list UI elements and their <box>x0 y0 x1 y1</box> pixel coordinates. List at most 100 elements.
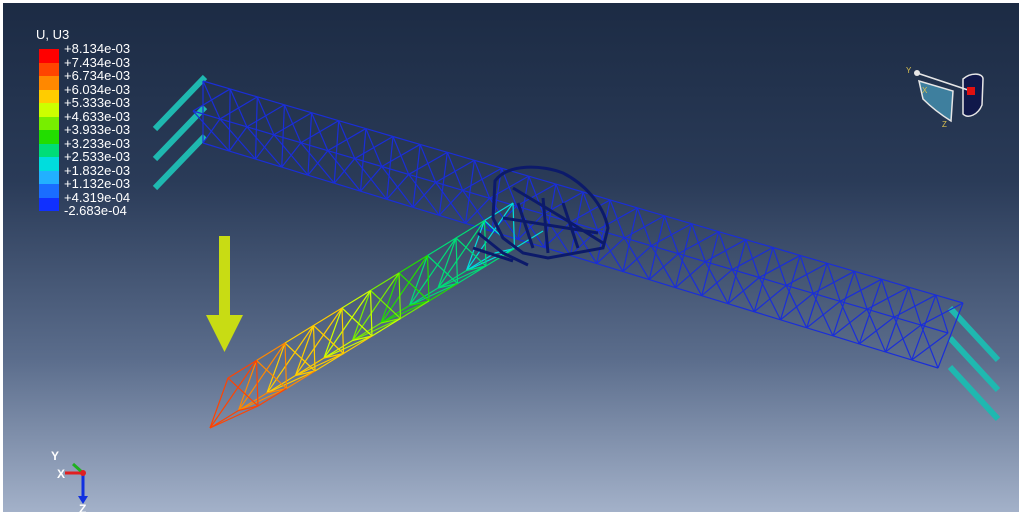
truss-member <box>266 325 314 394</box>
truss-member <box>677 253 703 296</box>
hub-base <box>472 231 529 267</box>
truss-member <box>359 128 367 192</box>
truss-member <box>266 342 286 394</box>
truss-member <box>758 254 801 279</box>
truss-member <box>437 265 487 289</box>
legend-color-bar <box>39 49 59 211</box>
truss-member <box>437 237 457 289</box>
truss-member <box>323 307 343 359</box>
truss-member <box>209 405 259 429</box>
legend-swatch <box>39 170 59 184</box>
triad-x-label: X <box>57 467 65 481</box>
truss-member <box>307 174 335 184</box>
truss-member <box>380 255 428 324</box>
legend-tick-label: +2.533e-03 <box>64 149 131 164</box>
truss-member <box>352 335 373 342</box>
truss-member <box>273 112 312 136</box>
main-truss <box>192 80 964 369</box>
view-cube[interactable]: Y X Z <box>905 63 995 133</box>
truss-member <box>238 387 287 412</box>
truss-member <box>323 352 344 359</box>
legend-labels: +8.134e-03 +7.434e-03 +6.734e-03 +6.034e-03… <box>64 42 130 218</box>
truss-member <box>341 289 371 309</box>
truss-member <box>219 118 248 128</box>
viewport[interactable]: U, U3 +8.134e-03 +7.434e-03 +6.734e-03 +6.0… <box>3 3 1019 512</box>
truss-member <box>772 246 801 257</box>
truss-member <box>512 202 516 249</box>
truss-member <box>832 335 860 345</box>
view-cube-x-label: X <box>922 86 928 95</box>
truss-member <box>371 317 401 337</box>
truss-member <box>192 110 230 152</box>
truss-member <box>256 342 286 362</box>
legend-swatch <box>39 197 59 211</box>
truss-member <box>494 247 515 254</box>
truss-member <box>701 295 729 305</box>
truss-member <box>727 239 747 304</box>
legend-tick-label: +3.233e-03 <box>64 135 131 151</box>
truss-member <box>192 110 221 120</box>
truss-member <box>246 126 275 136</box>
truss-member <box>202 142 230 152</box>
view-cube-side-face[interactable] <box>917 79 954 123</box>
truss-member <box>489 175 530 199</box>
truss-member <box>381 166 414 208</box>
boundary-condition-right <box>947 305 1001 422</box>
truss-member <box>192 88 231 112</box>
truss-member <box>466 265 487 272</box>
deformed-arm-truss <box>209 202 544 429</box>
truss-member <box>219 96 258 120</box>
truss-member <box>294 325 315 376</box>
truss-member <box>311 112 339 122</box>
truss-member <box>219 118 256 160</box>
truss-member <box>854 270 882 280</box>
truss-member <box>209 377 229 429</box>
truss-member <box>691 223 719 233</box>
truss-member <box>466 202 514 271</box>
truss-member <box>295 352 344 377</box>
truss-member <box>806 327 834 337</box>
truss-member <box>229 88 258 98</box>
triad-origin-icon <box>80 470 86 476</box>
legend-swatch <box>39 103 59 117</box>
truss-member <box>386 198 414 208</box>
bc-line <box>947 364 1001 422</box>
truss-member <box>351 290 372 341</box>
truss-member <box>812 293 834 337</box>
legend-tick-label: +4.633e-03 <box>64 108 131 124</box>
truss-member <box>517 176 530 240</box>
truss-member <box>911 359 939 369</box>
truss-member <box>920 302 964 326</box>
boundary-condition-left <box>152 74 208 191</box>
truss-member <box>812 270 855 294</box>
truss-member <box>354 158 388 200</box>
legend-title: U, U3 <box>36 27 70 42</box>
view-cube-pivot-icon <box>914 70 920 76</box>
bc-line <box>152 74 208 132</box>
triad-y-label: Y <box>51 449 59 463</box>
truss-member <box>257 96 285 106</box>
truss-member <box>893 294 937 318</box>
truss-member <box>866 308 887 353</box>
truss-member <box>465 222 492 232</box>
view-cube-front-face[interactable] <box>962 73 984 117</box>
view-cube-z-label: Z <box>942 120 947 129</box>
truss-member <box>438 152 448 216</box>
truss-member <box>758 277 782 321</box>
model-canvas[interactable] <box>3 3 1019 512</box>
truss-member <box>464 160 476 224</box>
triad-z-arrow-icon <box>78 496 88 504</box>
bc-line <box>152 133 208 191</box>
legend-swatch <box>39 130 59 144</box>
truss-member <box>341 307 345 354</box>
truss-member <box>246 126 283 168</box>
truss-member <box>409 237 457 306</box>
truss-member <box>570 221 598 231</box>
truss-member <box>338 120 367 130</box>
axis-triad: Y X Z <box>51 449 88 512</box>
truss-member <box>780 319 807 329</box>
truss-member <box>256 360 287 389</box>
truss-member <box>439 214 466 224</box>
truss-member <box>516 183 557 207</box>
truss-member <box>622 207 638 272</box>
